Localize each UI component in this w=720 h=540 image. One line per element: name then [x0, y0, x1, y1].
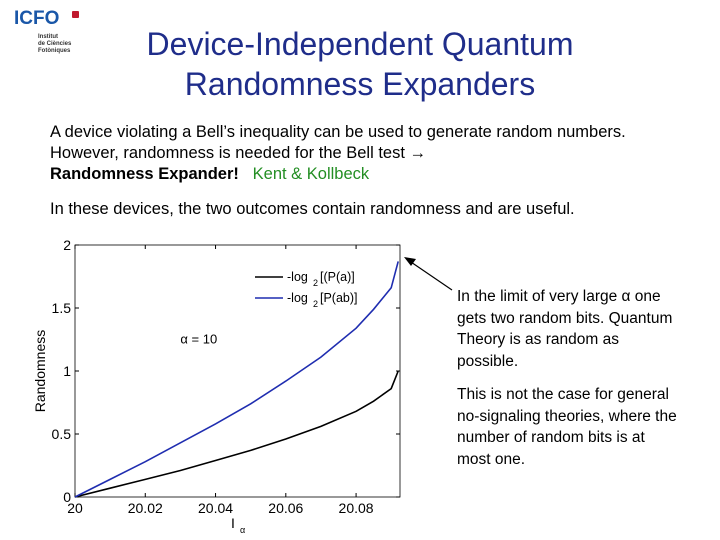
slide-title: Device-Independent Quantum Randomness Ex… — [95, 24, 625, 104]
intro-text: A device violating a Bell’s inequality c… — [50, 123, 626, 162]
x-tick-label: 20.04 — [198, 500, 233, 516]
slide-title-line: Device-Independent Quantum — [146, 26, 574, 62]
legend-label: -log — [287, 291, 308, 305]
annotation-arrow-head — [404, 257, 416, 266]
intro-bold-conclusion: Randomness Expander! — [50, 165, 239, 183]
logo-subtitle: Institut de Ciències Fotòniques — [38, 34, 71, 55]
alpha-annotation: α = 10 — [180, 331, 217, 346]
logo-wordmark: ICFO — [14, 8, 60, 29]
icfo-logo: ICFO Institut de Ciències Fotòniques — [14, 8, 84, 55]
y-tick-label: 1 — [63, 363, 71, 379]
intro-authors: Kent & Kollbeck — [252, 165, 370, 183]
y-tick-label: 1.5 — [52, 300, 72, 316]
x-axis-label-subscript: α — [240, 525, 245, 535]
legend-label-rest: [(P(a)] — [320, 270, 355, 284]
x-tick-label: 20.08 — [339, 500, 374, 516]
legend-label-subscript: 2 — [313, 278, 318, 288]
y-axis-label: Randomness — [32, 330, 48, 413]
slide-title-line: Randomness Expanders — [184, 66, 536, 102]
series-line — [74, 370, 399, 498]
logo-red-mark-icon — [72, 11, 79, 18]
x-tick-label: 20.06 — [268, 500, 303, 516]
logo-subtitle-line: Institut — [38, 34, 58, 40]
y-tick-label: 0 — [63, 489, 71, 505]
legend-label-rest: [P(ab)] — [320, 291, 358, 305]
x-axis-label: I — [231, 515, 235, 531]
intro-paragraph: A device violating a Bell’s inequality c… — [50, 122, 690, 185]
annotation-arrow-line — [407, 259, 453, 291]
logo-subtitle-line: de Ciències — [38, 41, 72, 47]
quantum-limit-note: In the limit of very large α one gets tw… — [457, 288, 673, 370]
series-line — [74, 261, 399, 498]
x-tick-label: 20.02 — [128, 500, 163, 516]
no-signaling-note: This is not the case for general no-sign… — [457, 386, 677, 468]
y-tick-label: 2 — [63, 237, 71, 253]
legend-label: -log — [287, 270, 308, 284]
legend-label-subscript: 2 — [313, 299, 318, 309]
logo-subtitle-line: Fotòniques — [38, 48, 71, 54]
outcomes-paragraph: In these devices, the two outcomes conta… — [50, 200, 575, 218]
y-tick-label: 0.5 — [52, 426, 72, 442]
x-tick-label: 20 — [67, 500, 83, 516]
